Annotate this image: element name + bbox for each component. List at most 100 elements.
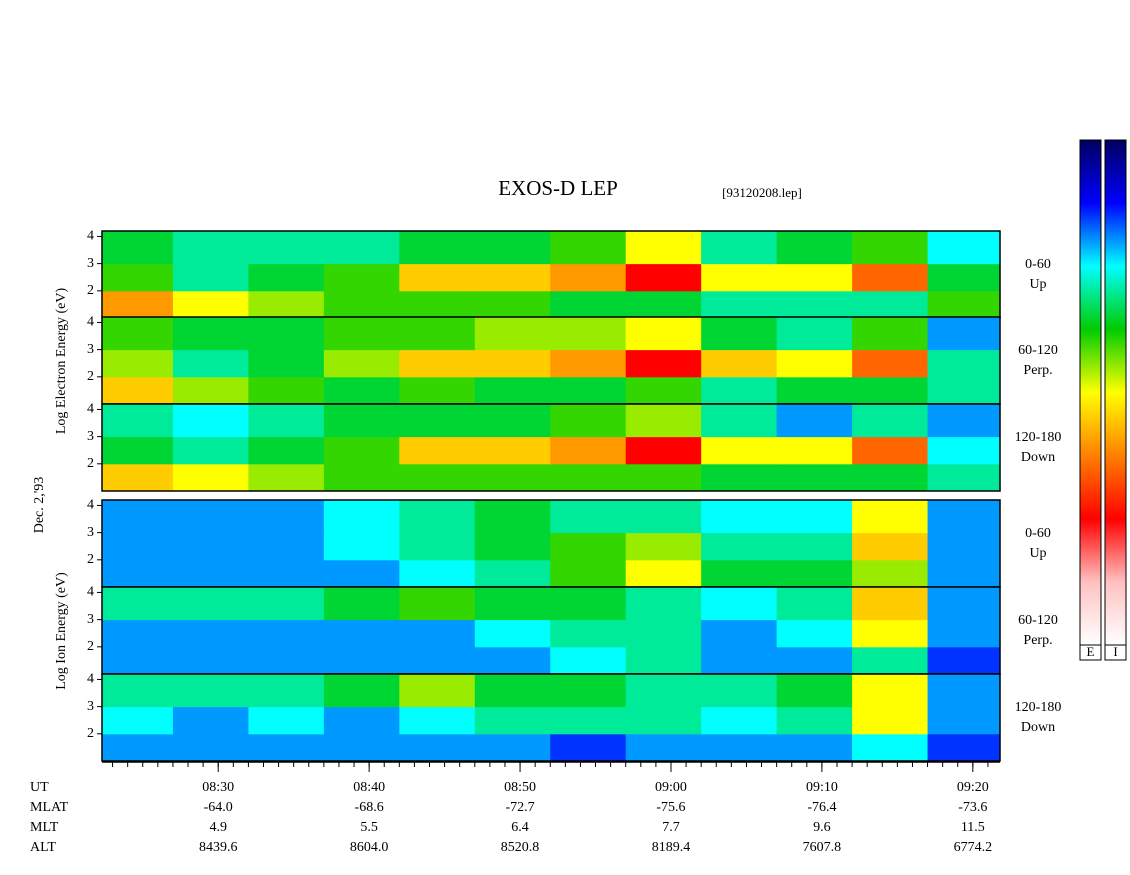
heatmap-cell	[474, 532, 551, 561]
heatmap-cell	[172, 559, 249, 588]
heatmap-cell	[323, 231, 400, 265]
row-label: MLAT	[30, 800, 69, 815]
ephemeris-value: 11.5	[961, 820, 985, 835]
heatmap-cell	[776, 349, 853, 378]
ephemeris-value: 7.7	[662, 820, 680, 835]
heatmap-cell	[550, 559, 627, 588]
heatmap-cell	[852, 463, 929, 492]
heatmap-cell	[776, 733, 853, 762]
file-name: [93120208.lep]	[722, 185, 802, 200]
y-tick-label: 4	[87, 672, 94, 687]
heatmap-cell	[102, 349, 174, 378]
heatmap-cell	[172, 263, 249, 292]
heatmap-cell	[323, 404, 400, 438]
heatmap-cell	[248, 733, 325, 762]
heatmap-cell	[172, 290, 249, 319]
heatmap-cell	[474, 349, 551, 378]
heatmap-cell	[776, 290, 853, 319]
direction-range: 0-60	[1025, 257, 1051, 272]
heatmap-cell	[852, 706, 929, 735]
heatmap-cell	[701, 532, 778, 561]
heatmap-cell	[625, 231, 702, 265]
heatmap-cell	[550, 436, 627, 465]
y-tick-label: 2	[87, 283, 94, 298]
heatmap-cell	[776, 231, 853, 265]
heatmap-cell	[550, 263, 627, 292]
heatmap-cell	[852, 559, 929, 588]
y-tick-label: 4	[87, 402, 94, 417]
heatmap-cell	[172, 349, 249, 378]
heatmap-cell	[474, 559, 551, 588]
heatmap-cell	[399, 619, 476, 648]
heatmap-cell	[625, 706, 702, 735]
heatmap-cell	[323, 706, 400, 735]
heatmap-cell	[852, 674, 929, 708]
row-label: MLT	[30, 820, 59, 835]
panel-frame	[101, 673, 1001, 762]
y-axis-label: Log Electron Energy (eV)	[54, 288, 69, 435]
y-tick-label: 2	[87, 552, 94, 567]
x-tick-label: 09:00	[655, 780, 687, 795]
heatmap-cell	[323, 733, 400, 762]
heatmap-cell	[776, 263, 853, 292]
direction-range: 60-120	[1018, 343, 1058, 358]
direction-range: 120-180	[1015, 430, 1062, 445]
heatmap-cell	[927, 587, 1001, 621]
heatmap-cell	[776, 500, 853, 534]
date-label: Dec. 2,'93	[32, 477, 47, 534]
heatmap-cell	[323, 436, 400, 465]
heatmap-cell	[248, 349, 325, 378]
heatmap-cell	[248, 706, 325, 735]
y-tick-label: 4	[87, 229, 94, 244]
x-tick-label: 09:10	[806, 780, 838, 795]
heatmap-cell	[172, 733, 249, 762]
heatmap-cell	[550, 231, 627, 265]
heatmap-cell	[102, 404, 174, 438]
heatmap-cell	[701, 500, 778, 534]
heatmap-cell	[927, 646, 1001, 675]
heatmap-cell	[323, 290, 400, 319]
heatmap-cell	[399, 349, 476, 378]
heatmap-cell	[550, 500, 627, 534]
heatmap-cell	[701, 290, 778, 319]
heatmap-cell	[852, 317, 929, 351]
heatmap-cell	[102, 463, 174, 492]
heatmap-cell	[625, 500, 702, 534]
heatmap-cell	[927, 349, 1001, 378]
heatmap-cell	[927, 706, 1001, 735]
y-tick-label: 3	[87, 256, 94, 271]
heatmap-cell	[399, 587, 476, 621]
heatmap-cell	[102, 376, 174, 405]
heatmap-cell	[399, 706, 476, 735]
ephemeris-value: 8604.0	[350, 840, 389, 855]
colorbar-label-box	[1079, 644, 1102, 661]
heatmap-cell	[102, 733, 174, 762]
heatmap-cell	[248, 231, 325, 265]
heatmap-cell	[927, 619, 1001, 648]
heatmap-cell	[625, 349, 702, 378]
x-tick-label: 08:50	[504, 780, 536, 795]
heatmap-cell	[474, 436, 551, 465]
heatmap-cell	[776, 376, 853, 405]
heatmap-cell	[248, 436, 325, 465]
heatmap-cell	[852, 500, 929, 534]
heatmap-cell	[927, 317, 1001, 351]
heatmap-cell	[102, 317, 174, 351]
ephemeris-value: 7607.8	[803, 840, 842, 855]
heatmap-cell	[172, 532, 249, 561]
heatmap-cell	[625, 559, 702, 588]
ephemeris-value: -75.6	[656, 800, 685, 815]
heatmap-cell	[625, 404, 702, 438]
heatmap-cell	[323, 376, 400, 405]
heatmap-cell	[172, 587, 249, 621]
heatmap-cell	[927, 500, 1001, 534]
heatmap-cell	[102, 231, 174, 265]
heatmap-cell	[550, 733, 627, 762]
colorbar	[1104, 139, 1127, 646]
heatmap-cell	[399, 500, 476, 534]
heatmap-cell	[701, 733, 778, 762]
colorbar-label-box	[1104, 644, 1127, 661]
heatmap-cell	[701, 587, 778, 621]
heatmap-cell	[248, 463, 325, 492]
heatmap-cell	[776, 587, 853, 621]
